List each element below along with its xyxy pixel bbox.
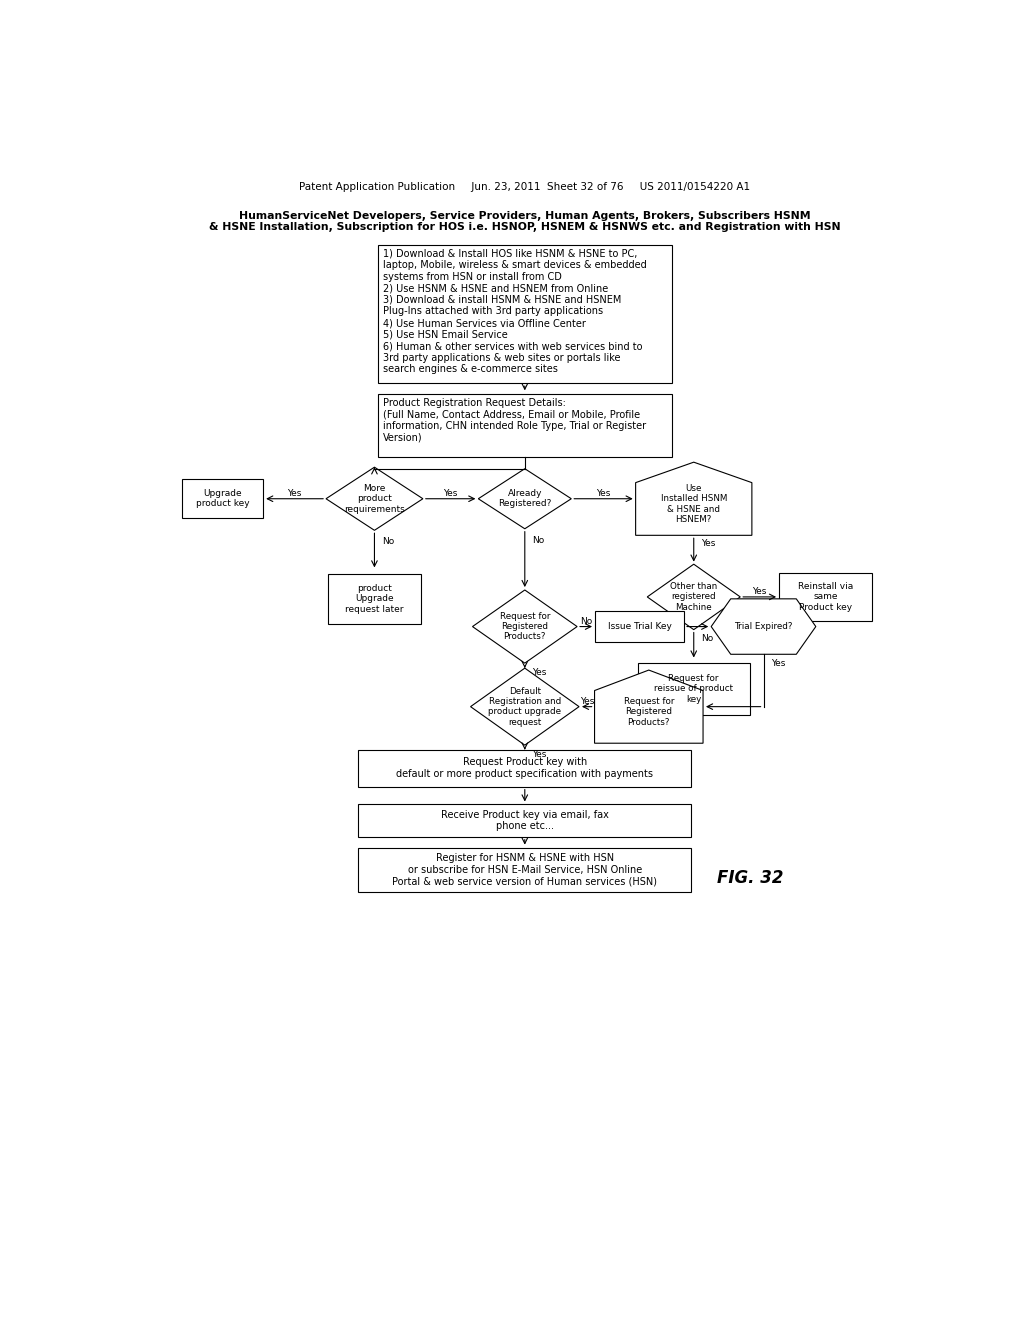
Polygon shape [478,469,571,529]
Polygon shape [712,599,816,655]
Text: Use
Installed HSNM
& HSNE and
HSNEM?: Use Installed HSNM & HSNE and HSNEM? [660,483,727,524]
Text: Upgrade
product key: Upgrade product key [196,488,250,508]
Text: No: No [701,635,714,643]
FancyBboxPatch shape [378,395,672,457]
FancyBboxPatch shape [638,663,750,715]
Text: Request for
reissue of product
key: Request for reissue of product key [654,675,733,704]
Text: Request for
Registered
Products?: Request for Registered Products? [500,611,550,642]
FancyBboxPatch shape [358,750,691,787]
Text: Other than
registered
Machine: Other than registered Machine [670,582,718,611]
Text: No: No [580,616,592,626]
Text: Request Product key with
default or more product specification with payments: Request Product key with default or more… [396,758,653,779]
Text: More
product
requirements: More product requirements [344,484,404,513]
Polygon shape [471,668,579,744]
Text: FIG. 32: FIG. 32 [717,870,783,887]
Text: Register for HSNM & HSNE with HSN
or subscribe for HSN E-Mail Service, HSN Onlin: Register for HSNM & HSNE with HSN or sub… [392,853,657,887]
Text: Yes: Yes [596,488,610,498]
Text: Patent Application Publication     Jun. 23, 2011  Sheet 32 of 76     US 2011/015: Patent Application Publication Jun. 23, … [299,182,751,191]
Text: Yes: Yes [753,587,767,597]
Text: Product Registration Request Details:
(Full Name, Contact Address, Email or Mobi: Product Registration Request Details: (F… [383,397,646,442]
FancyBboxPatch shape [595,611,684,642]
Polygon shape [595,671,703,743]
Text: No: No [532,536,545,545]
Text: Issue Trial Key: Issue Trial Key [607,622,672,631]
Text: Request for
Registered
Products?: Request for Registered Products? [624,697,674,727]
Text: Default
Registration and
product upgrade
request: Default Registration and product upgrade… [488,686,561,727]
Text: Yes: Yes [532,668,547,677]
Polygon shape [472,590,578,663]
Text: Receive Product key via email, fax
phone etc...: Receive Product key via email, fax phone… [441,809,608,832]
FancyBboxPatch shape [182,479,263,517]
Text: Yes: Yes [701,539,716,548]
Text: product
Upgrade
request later: product Upgrade request later [345,583,403,614]
Polygon shape [326,467,423,531]
Text: Yes: Yes [771,659,785,668]
FancyBboxPatch shape [358,804,691,837]
Polygon shape [636,462,752,536]
Text: Yes: Yes [532,750,547,759]
FancyBboxPatch shape [328,574,421,624]
Text: Yes: Yes [288,488,302,498]
Text: 1) Download & Install HOS like HSNM & HSNE to PC,
laptop, Mobile, wireless & sma: 1) Download & Install HOS like HSNM & HS… [383,248,647,375]
Text: Yes: Yes [580,697,594,706]
Text: Trial Expired?: Trial Expired? [734,622,793,631]
FancyBboxPatch shape [378,244,672,383]
Text: No: No [382,537,394,545]
Text: HumanServiceNet Developers, Service Providers, Human Agents, Brokers, Subscriber: HumanServiceNet Developers, Service Prov… [209,211,841,232]
Polygon shape [647,564,740,630]
FancyBboxPatch shape [779,573,872,620]
Text: Reinstall via
same
Product key: Reinstall via same Product key [798,582,853,611]
Text: Already
Registered?: Already Registered? [498,488,552,508]
FancyBboxPatch shape [358,847,691,892]
Text: Yes: Yes [443,488,458,498]
